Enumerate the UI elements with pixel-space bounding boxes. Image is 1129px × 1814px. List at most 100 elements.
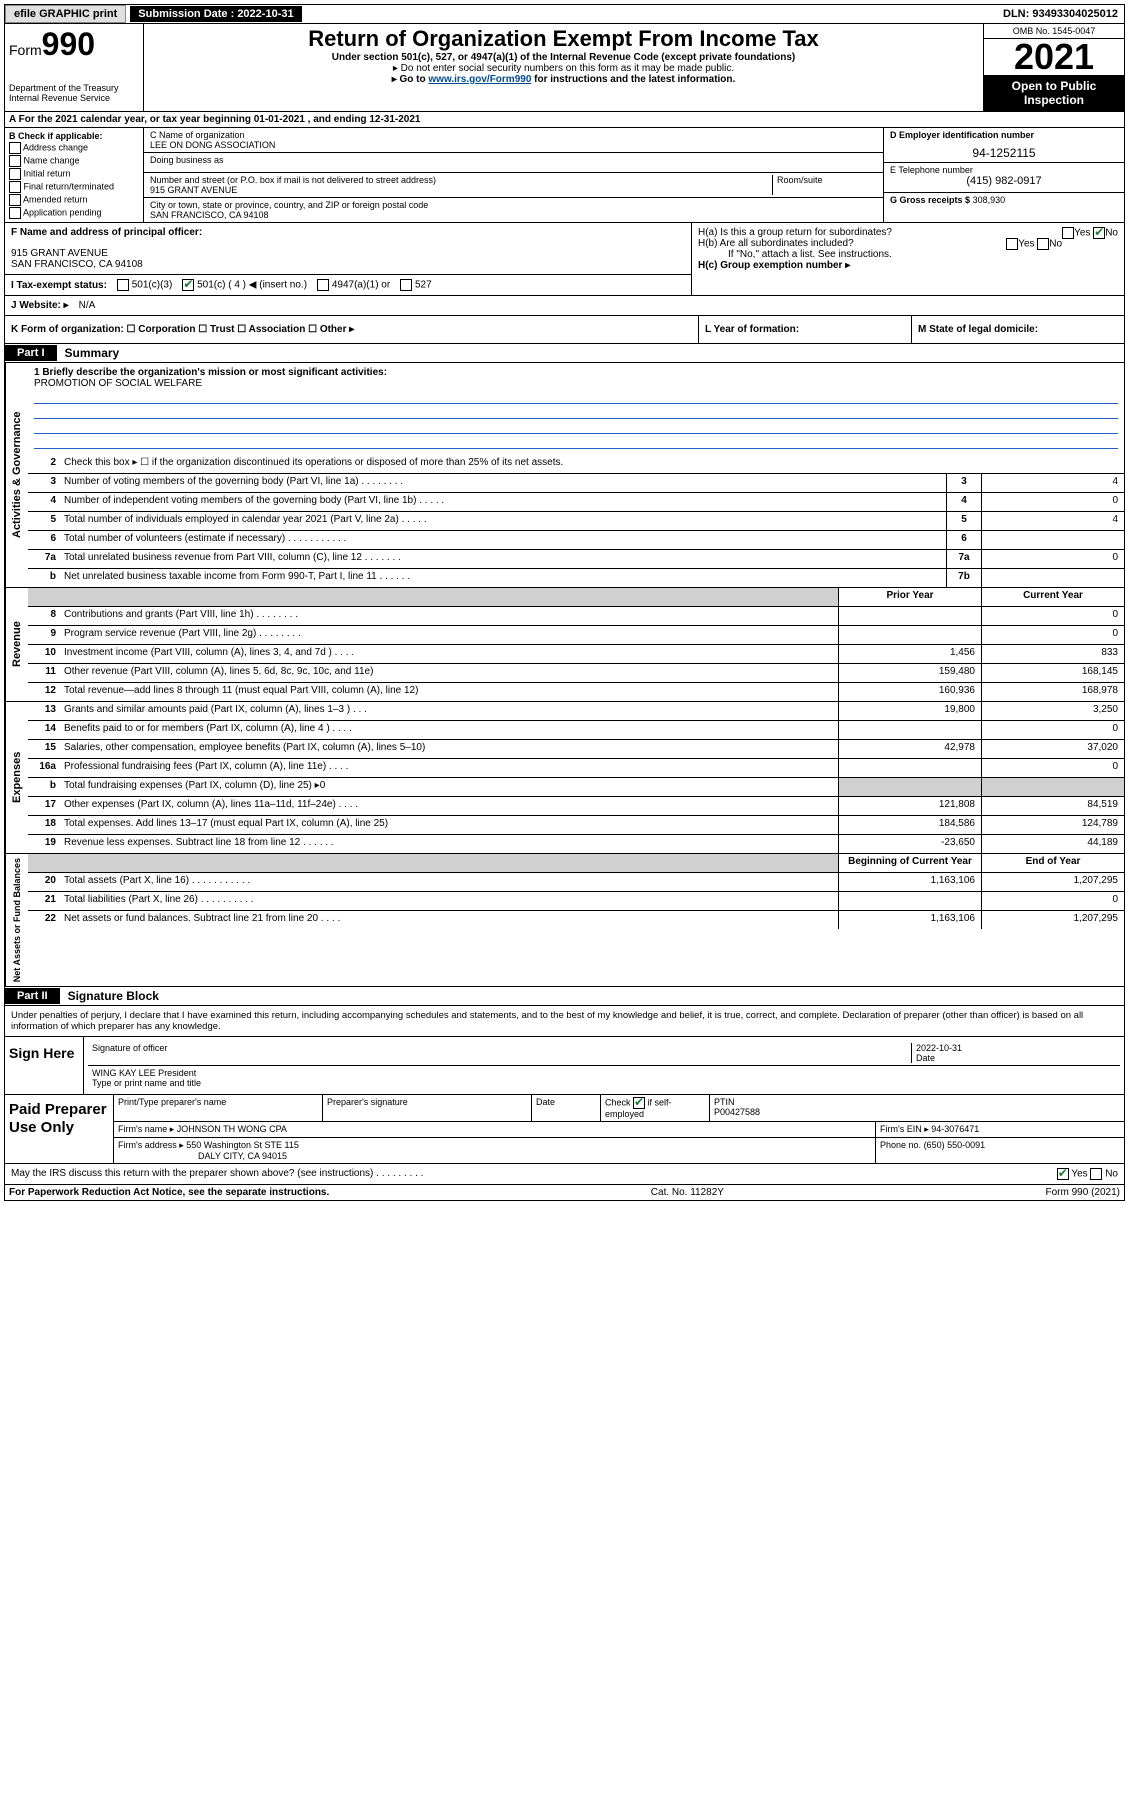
- firm-addr-label: Firm's address ▸: [118, 1140, 184, 1150]
- data-line: 13Grants and similar amounts paid (Part …: [28, 702, 1124, 721]
- data-line: 17Other expenses (Part IX, column (A), l…: [28, 797, 1124, 816]
- data-line: 10Investment income (Part VIII, column (…: [28, 645, 1124, 664]
- ein: 94-1252115: [890, 146, 1118, 160]
- data-line: 14Benefits paid to or for members (Part …: [28, 721, 1124, 740]
- end-hdr: End of Year: [981, 854, 1124, 872]
- firm-ein-label: Firm's EIN ▸: [880, 1124, 929, 1134]
- cb-501c3[interactable]: [117, 279, 129, 291]
- form-prefix: Form: [9, 42, 42, 58]
- cb-ha-yes[interactable]: [1062, 227, 1074, 239]
- opt-501c: 501(c) ( 4 ) ◀ (insert no.): [197, 280, 307, 291]
- gov-line: 6Total number of volunteers (estimate if…: [28, 531, 1124, 550]
- beginning-hdr: Beginning of Current Year: [838, 854, 981, 872]
- state-domicile: M State of legal domicile:: [912, 316, 1124, 343]
- dln: DLN: 93493304025012: [1003, 8, 1124, 20]
- form-of-org: K Form of organization: ☐ Corporation ☐ …: [5, 316, 699, 343]
- ha-label: H(a) Is this a group return for subordin…: [698, 227, 892, 238]
- gross-label: G Gross receipts $: [890, 195, 970, 205]
- col-b-item: Application pending: [9, 207, 139, 219]
- ptin-label: PTIN: [714, 1097, 735, 1107]
- side-governance: Activities & Governance: [5, 363, 28, 587]
- hb-no: No: [1049, 239, 1062, 250]
- cat-no: Cat. No. 11282Y: [651, 1187, 724, 1198]
- part2-title: Signature Block: [60, 987, 167, 1005]
- cb-4947[interactable]: [317, 279, 329, 291]
- subtitle-1: Under section 501(c), 527, or 4947(a)(1)…: [150, 52, 977, 63]
- data-line: 22Net assets or fund balances. Subtract …: [28, 911, 1124, 929]
- part1-tab: Part I: [5, 345, 57, 361]
- gov-line: 7aTotal unrelated business revenue from …: [28, 550, 1124, 569]
- hb-label: H(b) Are all subordinates included?: [698, 238, 854, 249]
- officer-addr2: SAN FRANCISCO, CA 94108: [11, 259, 685, 270]
- sign-here-label: Sign Here: [5, 1037, 84, 1094]
- col-f: F Name and address of principal officer:…: [5, 223, 691, 295]
- sig-date: 2022-10-31: [916, 1043, 962, 1053]
- officer-label: F Name and address of principal officer:: [11, 227, 685, 238]
- col-b-item: Name change: [9, 155, 139, 167]
- col-h: H(a) Is this a group return for subordin…: [691, 223, 1124, 295]
- footer: For Paperwork Reduction Act Notice, see …: [4, 1185, 1125, 1201]
- form-footer: Form 990 (2021): [1046, 1187, 1120, 1198]
- expenses-section: Expenses 13Grants and similar amounts pa…: [4, 702, 1125, 854]
- tax-year: 2021: [984, 39, 1124, 75]
- gross-receipts: 308,930: [973, 195, 1006, 205]
- officer-name-label: Type or print name and title: [92, 1078, 1116, 1088]
- part1-header: Part I Summary: [4, 344, 1125, 363]
- current-year-hdr: Current Year: [981, 588, 1124, 606]
- topbar: efile GRAPHIC print Submission Date : 20…: [4, 4, 1125, 24]
- col-b: B Check if applicable: Address change Na…: [5, 128, 144, 222]
- hc-label: H(c) Group exemption number ▸: [698, 260, 1118, 271]
- firm-addr1: 550 Washington St STE 115: [186, 1140, 299, 1150]
- cb-discuss-yes[interactable]: [1057, 1168, 1069, 1180]
- sub3-suffix: for instructions and the latest informat…: [531, 74, 735, 85]
- data-line: bTotal fundraising expenses (Part IX, co…: [28, 778, 1124, 797]
- col-b-item: Amended return: [9, 194, 139, 206]
- paperwork-notice: For Paperwork Reduction Act Notice, see …: [9, 1187, 329, 1198]
- cb-527[interactable]: [400, 279, 412, 291]
- opt-527: 527: [415, 280, 432, 291]
- cb-hb-no[interactable]: [1037, 238, 1049, 250]
- data-line: 11Other revenue (Part VIII, column (A), …: [28, 664, 1124, 683]
- na-header-row: Beginning of Current Year End of Year: [28, 854, 1124, 873]
- website-value: N/A: [79, 300, 96, 311]
- firm-addr2: DALY CITY, CA 94015: [118, 1151, 287, 1161]
- data-line: 19Revenue less expenses. Subtract line 1…: [28, 835, 1124, 853]
- firm-phone: (650) 550-0091: [924, 1140, 986, 1150]
- data-line: 12Total revenue—add lines 8 through 11 (…: [28, 683, 1124, 701]
- efile-button[interactable]: efile GRAPHIC print: [5, 5, 126, 23]
- firm-name: JOHNSON TH WONG CPA: [177, 1124, 287, 1134]
- irs-link[interactable]: www.irs.gov/Form990: [428, 74, 531, 85]
- cb-hb-yes[interactable]: [1006, 238, 1018, 250]
- netassets-section: Net Assets or Fund Balances Beginning of…: [4, 854, 1125, 987]
- tax-exempt-label: I Tax-exempt status:: [11, 280, 107, 291]
- firm-ein: 94-3076471: [931, 1124, 979, 1134]
- firm-phone-label: Phone no.: [880, 1140, 921, 1150]
- may-irs-discuss: May the IRS discuss this return with the…: [11, 1168, 1057, 1180]
- declaration-text: Under penalties of perjury, I declare th…: [5, 1006, 1124, 1036]
- cb-ha-no[interactable]: [1093, 227, 1105, 239]
- subtitle-3: ▸ Go to www.irs.gov/Form990 for instruct…: [150, 74, 977, 85]
- cb-self-employed[interactable]: [633, 1097, 645, 1109]
- header-right: OMB No. 1545-0047 2021 Open to Public In…: [983, 24, 1124, 111]
- irs-label: Internal Revenue Service: [9, 93, 139, 103]
- prior-year-hdr: Prior Year: [838, 588, 981, 606]
- submission-date: Submission Date : 2022-10-31: [130, 6, 301, 22]
- cb-discuss-no[interactable]: [1090, 1168, 1102, 1180]
- prep-date-hdr: Date: [532, 1095, 601, 1121]
- side-expenses: Expenses: [5, 702, 28, 853]
- part1-title: Summary: [57, 344, 128, 362]
- col-c: C Name of organization LEE ON DONG ASSOC…: [144, 128, 883, 222]
- form-title: Return of Organization Exempt From Incom…: [150, 26, 977, 52]
- revenue-section: Revenue Prior Year Current Year 8Contrib…: [4, 588, 1125, 702]
- form-number: 990: [42, 26, 95, 62]
- ptin: P00427588: [714, 1107, 760, 1117]
- data-line: 20Total assets (Part X, line 16) . . . .…: [28, 873, 1124, 892]
- opt-4947: 4947(a)(1) or: [332, 280, 390, 291]
- officer-name: WING KAY LEE President: [92, 1068, 1116, 1078]
- side-netassets: Net Assets or Fund Balances: [5, 854, 28, 986]
- sig-date-label: Date: [916, 1053, 935, 1063]
- cb-501c[interactable]: [182, 279, 194, 291]
- header-left: Form990 Department of the Treasury Inter…: [5, 24, 144, 111]
- prep-sig-hdr: Preparer's signature: [323, 1095, 532, 1121]
- gov-line: 5Total number of individuals employed in…: [28, 512, 1124, 531]
